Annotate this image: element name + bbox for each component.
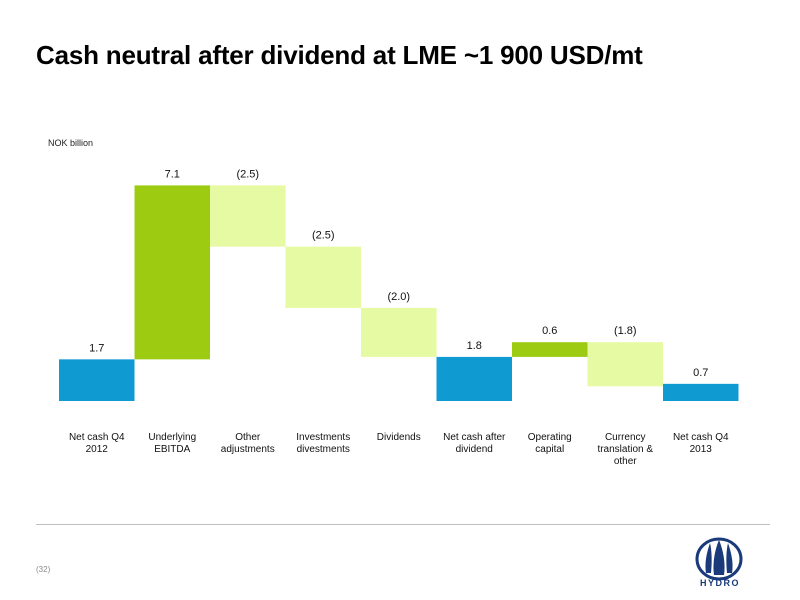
category-label-5: Dividends [354, 432, 444, 444]
value-label-8: (1.8) [614, 325, 637, 337]
category-label-line: Currency [604, 432, 646, 443]
category-label-line: other [613, 456, 637, 467]
category-label-2: Underlying EBITDA [127, 432, 217, 456]
bar-3 [210, 185, 286, 247]
value-label-6: 1.8 [467, 340, 482, 352]
bar-9 [663, 383, 739, 401]
value-label-5: (2.0) [387, 291, 410, 303]
category-label-line: Other [235, 432, 261, 443]
value-label-2: 7.1 [165, 168, 180, 180]
category-label-1: Net cash Q4 2012 [52, 432, 142, 456]
category-label-line: Investments [296, 432, 351, 443]
category-label-line: translation & [597, 444, 654, 455]
value-label-9: 0.7 [693, 367, 708, 379]
category-label-7: Operating capital [505, 432, 595, 456]
bar-2 [134, 185, 210, 360]
category-label-line: capital [535, 444, 565, 455]
category-label-9: Net cash Q4 2013 [656, 432, 746, 456]
category-label-line: Dividends [376, 432, 421, 443]
logo-text: HYDRO [699, 578, 740, 588]
value-label-7: 0.6 [542, 325, 557, 337]
bar-4 [285, 246, 361, 308]
category-label-line: Operating [527, 432, 572, 443]
category-label-6: Net cash after dividend [429, 432, 519, 456]
category-label-line: dividend [455, 444, 493, 455]
category-label-4: Investments divestments [278, 432, 368, 456]
value-label-1: 1.7 [89, 342, 104, 354]
category-label-8: Currency translation & other [580, 432, 670, 468]
category-label-line: EBITDA [154, 444, 191, 455]
category-label-line: divestments [296, 444, 350, 455]
category-label-line: adjustments [220, 444, 275, 455]
hydro-logo-icon [695, 537, 743, 581]
bar-6 [436, 356, 512, 401]
unit-label: NOK billion [48, 138, 94, 148]
category-label-line: Underlying [148, 432, 197, 443]
bar-5 [361, 307, 437, 357]
category-label-line: Net cash Q4 [68, 432, 125, 443]
category-label-line: 2012 [85, 444, 108, 455]
bar-1 [59, 359, 135, 401]
footer-divider [36, 524, 770, 525]
category-label-3: Other adjustments [203, 432, 293, 456]
category-label-line: 2013 [689, 444, 712, 455]
bar-7 [512, 342, 588, 357]
value-label-4: (2.5) [312, 230, 335, 242]
value-label-3: (2.5) [236, 168, 259, 180]
page-number: (32) [36, 565, 51, 574]
page-title: Cash neutral after dividend at LME ~1 90… [36, 40, 643, 70]
bar-8 [587, 342, 663, 387]
category-label-line: Net cash after [443, 432, 506, 443]
category-label-line: Net cash Q4 [672, 432, 729, 443]
